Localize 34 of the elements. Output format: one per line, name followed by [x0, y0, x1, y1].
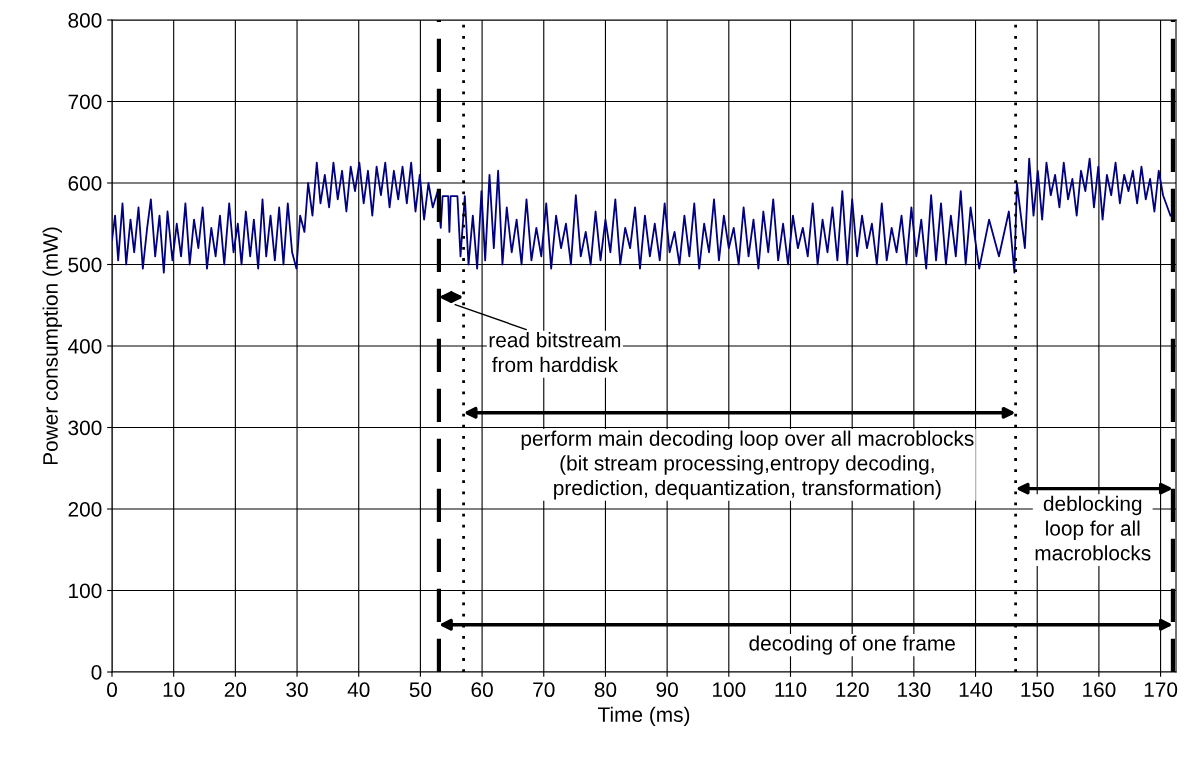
y-tick-label: 100 — [69, 583, 102, 599]
x-tick-label: 80 — [594, 682, 617, 698]
x-tick-label: 0 — [107, 682, 117, 698]
x-tick-label: 90 — [656, 682, 678, 698]
line-series — [112, 157, 1172, 274]
y-axis-title: Power consumption (mW) — [42, 227, 62, 465]
y-tick-label: 800 — [68, 13, 102, 28]
x-tick-label: 60 — [471, 682, 493, 698]
x-tick-label: 30 — [286, 682, 308, 698]
x-tick-label: 50 — [409, 682, 432, 698]
x-tick-label: 160 — [1083, 682, 1116, 698]
x-tick-label: 100 — [713, 682, 746, 698]
y-tick-label: 700 — [68, 94, 102, 110]
y-tick-label: 0 — [91, 665, 102, 680]
x-tick-label: 10 — [163, 682, 185, 698]
x-tick-label: 120 — [836, 682, 869, 698]
y-tick-label: 600 — [68, 176, 102, 191]
x-axis-title: Time (ms) — [598, 706, 690, 727]
x-tick-label: 70 — [533, 682, 555, 698]
x-tick-label: 140 — [959, 682, 993, 698]
x-tick-label: 170 — [1144, 682, 1178, 698]
y-tick-label: 200 — [68, 502, 102, 517]
x-tick-label: 40 — [347, 682, 370, 698]
y-tick-label: 500 — [68, 257, 102, 273]
y-tick-label: 400 — [68, 339, 102, 354]
y-tick-label: 300 — [68, 420, 102, 436]
x-tick-label: 150 — [1021, 682, 1054, 698]
x-tick-label: 110 — [775, 682, 807, 698]
x-tick-label: 130 — [898, 682, 931, 698]
annotation: read bitstream from harddisk — [489, 332, 621, 373]
x-tick-label: 20 — [224, 682, 247, 698]
annotation: perform main decoding loop over all macroblocks (bit stream processing,entropy decoding, prediction, dequantization, transformation) — [521, 430, 974, 500]
annotation: decoding of one frame — [749, 635, 955, 655]
annotation: deblocking loop for all macroblocks — [1035, 495, 1151, 561]
